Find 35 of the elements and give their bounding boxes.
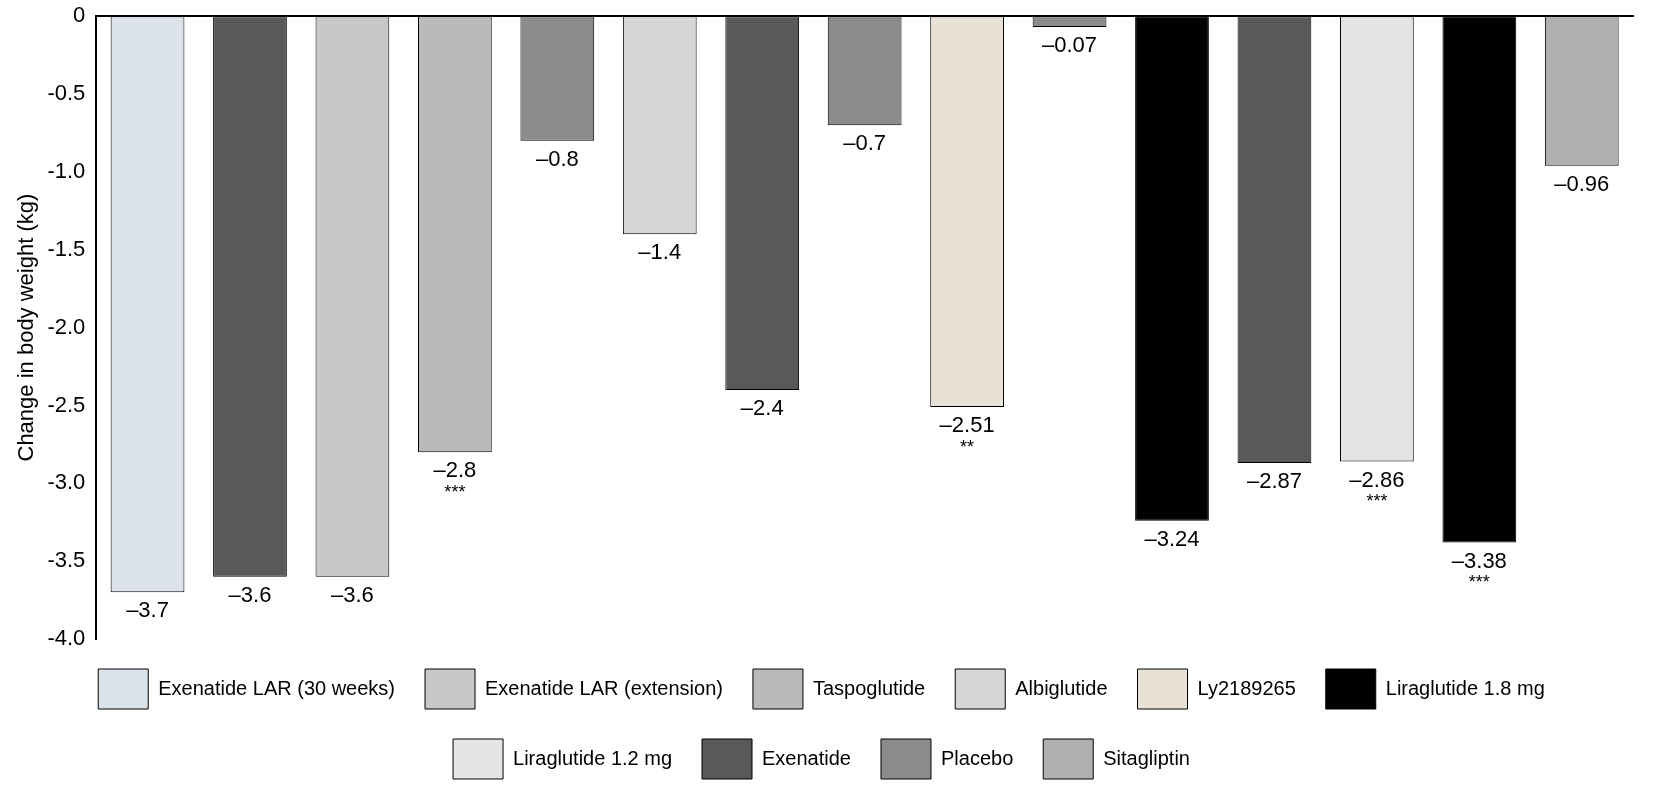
data-label: –2.4: [740, 394, 784, 420]
data-label: –2.86 ***: [1349, 466, 1405, 512]
legend-label: Liraglutide 1.8 mg: [1385, 676, 1545, 699]
y-tick-label: -1.5: [47, 235, 86, 261]
legend-label: Ly2189265: [1197, 676, 1296, 699]
y-tick-label: -4.0: [47, 625, 86, 651]
legend-label: Liraglutide 1.2 mg: [513, 746, 673, 769]
y-tick-label: -3.0: [47, 469, 86, 495]
y-tick-label: -1.0: [47, 157, 86, 183]
data-label: –0.7: [843, 130, 887, 156]
data-label: –2.8 ***: [433, 457, 477, 503]
legend-label: Placebo: [940, 746, 1014, 769]
data-label: –2.87: [1246, 468, 1302, 494]
data-label: –2.51 **: [939, 412, 995, 457]
data-label: –3.6: [228, 581, 272, 607]
y-tick-label: -2.0: [47, 313, 86, 339]
data-label: –3.24: [1144, 525, 1200, 551]
data-label: –1.4: [638, 239, 682, 265]
legend-label: Exenatide LAR (extension): [485, 676, 723, 699]
legend-label: Exenatide LAR (30 weeks): [158, 676, 396, 699]
data-label: –0.96: [1554, 170, 1610, 196]
legend-label: Sitagliptin: [1103, 746, 1190, 769]
data-label: –3.38 ***: [1451, 547, 1507, 593]
data-label: –3.7: [126, 597, 169, 623]
y-tick-label: -2.5: [47, 391, 86, 417]
data-label: –3.6: [331, 581, 374, 607]
y-tick-label: -0.5: [47, 80, 86, 106]
data-label: –0.07: [1042, 32, 1098, 58]
data-label: –0.8: [535, 145, 579, 171]
legend-label: Exenatide: [762, 746, 851, 769]
legend-label: Taspoglutide: [812, 676, 926, 699]
y-tick-label: 0: [73, 2, 86, 28]
y-tick-label: -3.5: [47, 547, 86, 573]
y-axis-title: Change in body weight (kg): [13, 193, 39, 462]
legend-label: Albiglutide: [1015, 676, 1108, 699]
